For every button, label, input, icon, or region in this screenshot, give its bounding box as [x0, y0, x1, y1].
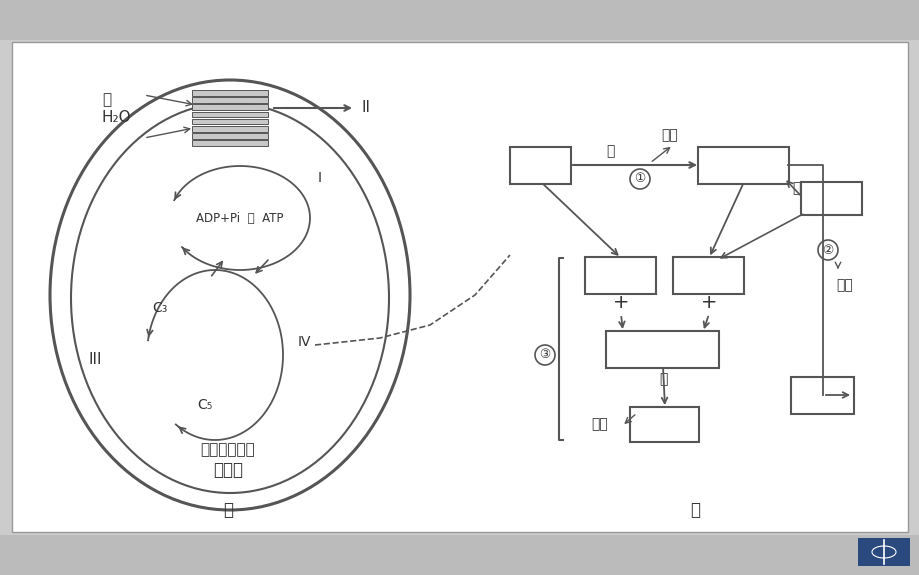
Text: 酶: 酶	[658, 372, 666, 386]
Text: 酶: 酶	[791, 181, 800, 195]
Text: VI: VI	[654, 340, 670, 358]
Text: 酶: 酶	[605, 144, 614, 158]
FancyBboxPatch shape	[857, 538, 909, 566]
Bar	[192, 126, 267, 132]
Bar	[0, 535, 919, 575]
Text: IV: IV	[532, 156, 549, 174]
Text: 光: 光	[102, 93, 111, 108]
FancyBboxPatch shape	[510, 147, 571, 183]
Text: C₃: C₃	[153, 301, 167, 315]
Text: +: +	[700, 293, 717, 312]
Text: II: II	[361, 101, 370, 116]
FancyBboxPatch shape	[790, 377, 854, 413]
Text: 丙酮酸: 丙酮酸	[730, 158, 757, 172]
Bar	[192, 133, 267, 139]
Text: III: III	[88, 352, 102, 367]
Text: 能量: 能量	[591, 417, 607, 431]
Text: H₂O: H₂O	[102, 109, 131, 125]
Text: 乙: 乙	[689, 501, 699, 519]
Text: H₂O: H₂O	[651, 417, 677, 431]
Text: V: V	[702, 266, 714, 284]
FancyBboxPatch shape	[698, 147, 789, 183]
Bar	[192, 90, 267, 95]
Text: ①: ①	[634, 172, 645, 186]
FancyBboxPatch shape	[800, 182, 862, 214]
Text: VII: VII	[811, 386, 833, 404]
FancyBboxPatch shape	[673, 256, 743, 293]
Text: ③: ③	[539, 348, 550, 362]
Text: H₂O: H₂O	[818, 191, 845, 205]
Bar	[192, 112, 267, 117]
Text: 能量: 能量	[661, 128, 677, 142]
Bar	[192, 119, 267, 124]
Text: IV: IV	[297, 335, 311, 349]
Bar	[0, 0, 919, 40]
Text: 淀粉、脂肪、: 淀粉、脂肪、	[200, 443, 255, 458]
FancyBboxPatch shape	[584, 256, 656, 293]
Text: 蛋白质: 蛋白质	[213, 461, 243, 479]
Text: 能量: 能量	[835, 278, 853, 292]
Text: C₅: C₅	[198, 398, 212, 412]
Text: +: +	[612, 293, 629, 312]
Bar	[192, 140, 267, 146]
Text: V: V	[615, 266, 626, 284]
FancyBboxPatch shape	[12, 42, 907, 532]
Bar	[192, 105, 267, 110]
FancyBboxPatch shape	[630, 407, 698, 442]
FancyBboxPatch shape	[606, 331, 719, 367]
Text: ADP+Pi  酶  ATP: ADP+Pi 酶 ATP	[196, 212, 283, 224]
Text: I: I	[318, 171, 322, 185]
Text: ②: ②	[822, 243, 833, 256]
Text: 甲: 甲	[222, 501, 233, 519]
Bar	[192, 97, 267, 103]
